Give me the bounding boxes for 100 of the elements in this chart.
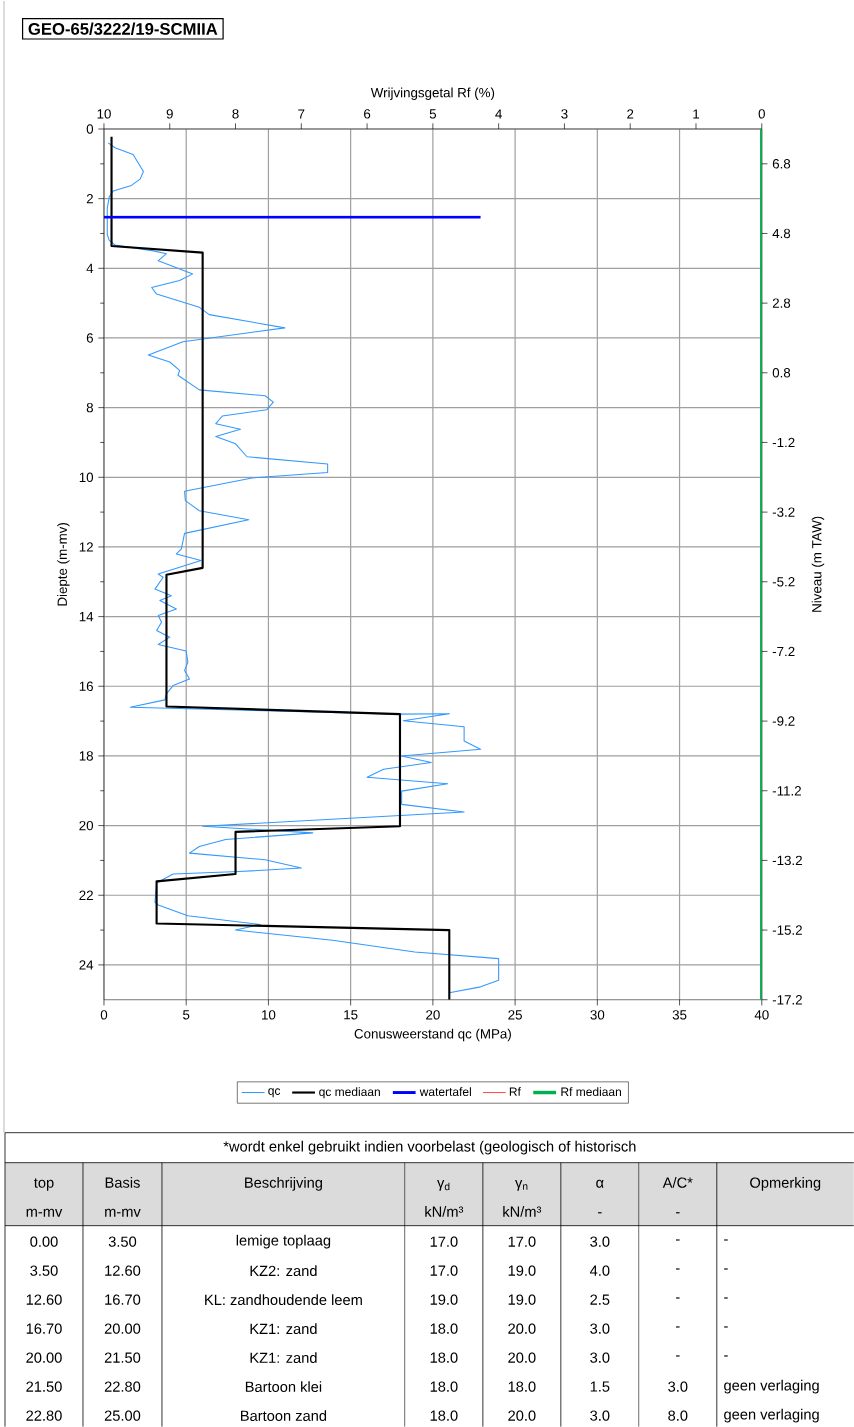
text: 8.0 (668, 1410, 688, 1421)
text: 3.0 (590, 1352, 610, 1363)
text: KL: zandhoudende leem (205, 1294, 362, 1306)
y2-tick-label: -7.2 (772, 646, 795, 657)
y-tick-label: 12 (79, 542, 93, 552)
text: 18.0 (508, 1381, 536, 1392)
y2-axis-title: Niveau (m TAW) (811, 516, 825, 612)
text: geen verlaging (724, 1379, 819, 1394)
y2-tick-label: -15.2 (772, 925, 802, 935)
y-tick-label: 8 (86, 402, 93, 413)
text: - (724, 1268, 728, 1270)
text: 22.80 (26, 1410, 62, 1421)
text: 3.50 (30, 1265, 58, 1276)
text: - (675, 1239, 680, 1241)
text: Opmerking (750, 1177, 821, 1191)
x-tick-label: 30 (590, 1010, 605, 1020)
y-tick-label: 18 (79, 751, 93, 761)
chart-title: GEO-65/3222/19-SCMIIA (28, 22, 218, 36)
x2-tick-label: 4 (495, 109, 502, 119)
text: 18.0 (430, 1410, 458, 1421)
text: KZ1: zand (250, 1352, 317, 1364)
x2-tick-label: 8 (232, 109, 239, 119)
x-tick-label: 35 (672, 1010, 687, 1020)
text: geen verlaging (724, 1408, 819, 1423)
text: Bartoon klei (245, 1381, 322, 1393)
x-tick-label: 10 (261, 1010, 276, 1020)
y-tick-label: 6 (86, 333, 93, 343)
text: - (724, 1297, 728, 1299)
x2-tick-label: 5 (429, 109, 436, 119)
text: 21.50 (104, 1352, 141, 1363)
y2-tick-label: -5.2 (772, 577, 795, 587)
text: 12.60 (105, 1265, 141, 1276)
y2-tick-label: -13.2 (772, 855, 802, 866)
text: m-mv (105, 1208, 141, 1217)
y-tick-label: 24 (79, 960, 94, 970)
text: 20.00 (26, 1352, 62, 1363)
text: 18.0 (430, 1352, 458, 1363)
text: - (597, 1212, 602, 1214)
text: 22.80 (104, 1381, 141, 1392)
x2-tick-label: 3 (561, 109, 568, 119)
y-axis-title: Diepte (m-mv) (57, 523, 70, 606)
y2-tick-label: -11.2 (772, 786, 801, 796)
text: - (724, 1239, 728, 1241)
text: - (675, 1297, 680, 1299)
text: 2.5 (590, 1294, 610, 1305)
y2-tick-label: -1.2 (772, 437, 795, 448)
x2-tick-label: 10 (97, 109, 111, 119)
text: 19.0 (508, 1265, 536, 1276)
text: 19.0 (430, 1294, 458, 1305)
y2-tick-label: -3.2 (772, 507, 795, 517)
text: 16.70 (105, 1294, 141, 1305)
text: Basis (105, 1177, 140, 1188)
legend-label: Rf mediaan (561, 1087, 621, 1097)
text: γ$_{n}$ (514, 1179, 528, 1191)
y-tick-label: 22 (79, 890, 93, 900)
x2-tick-label: 1 (693, 109, 699, 119)
text: Bartoon zand (240, 1410, 326, 1421)
text: - (724, 1355, 728, 1357)
text: α (596, 1179, 604, 1188)
text: Beschrijving (245, 1177, 322, 1191)
y2-tick-label: 0.8 (772, 368, 791, 378)
text: 20.0 (508, 1410, 536, 1421)
text: 25.00 (104, 1410, 141, 1421)
y2-tick-label: 2.8 (772, 298, 791, 308)
text: 20.00 (104, 1323, 141, 1334)
text: 17.0 (508, 1236, 536, 1247)
y2-tick-label: -9.2 (772, 716, 795, 726)
text: top (33, 1178, 54, 1191)
text: 0.00 (30, 1236, 58, 1247)
y-tick-label: 2 (86, 194, 93, 204)
text: m-mv (26, 1208, 63, 1217)
y-tick-label: 16 (79, 681, 93, 691)
y2-tick-label: 4.8 (772, 228, 791, 239)
legend-label: qc mediaan (319, 1087, 380, 1099)
x-tick-label: 20 (426, 1010, 440, 1020)
x2-tick-label: 2 (627, 109, 634, 119)
text: 3.0 (668, 1381, 688, 1392)
text: 20.0 (508, 1323, 536, 1334)
y-tick-label: 10 (79, 472, 93, 482)
text: 12.60 (26, 1294, 62, 1305)
text: γ$_{d}$ (436, 1179, 450, 1191)
text: 19.0 (508, 1294, 536, 1305)
text: lemige toplaag (236, 1234, 331, 1249)
text: KZ1: zand (250, 1323, 317, 1335)
text: 17.0 (430, 1236, 458, 1247)
text: 21.50 (26, 1381, 62, 1392)
text: kN/m³ (425, 1206, 464, 1217)
x2-tick-label: 9 (166, 109, 173, 119)
text: A/C* (662, 1177, 693, 1188)
x-tick-label: 25 (508, 1010, 522, 1020)
x-axis-title: Conusweerstand qc (MPa) (354, 1028, 511, 1042)
text: 3.0 (590, 1323, 610, 1334)
x2-tick-label: 7 (298, 109, 305, 119)
y-tick-label: 14 (79, 612, 94, 622)
y-tick-label: 0 (86, 124, 93, 134)
legend-label: qc (268, 1088, 281, 1098)
y2-tick-label: 6.8 (772, 159, 791, 169)
legend-label: Rf (509, 1087, 521, 1096)
x-tick-label: 0 (100, 1010, 108, 1020)
y-tick-label: 4 (86, 263, 94, 273)
